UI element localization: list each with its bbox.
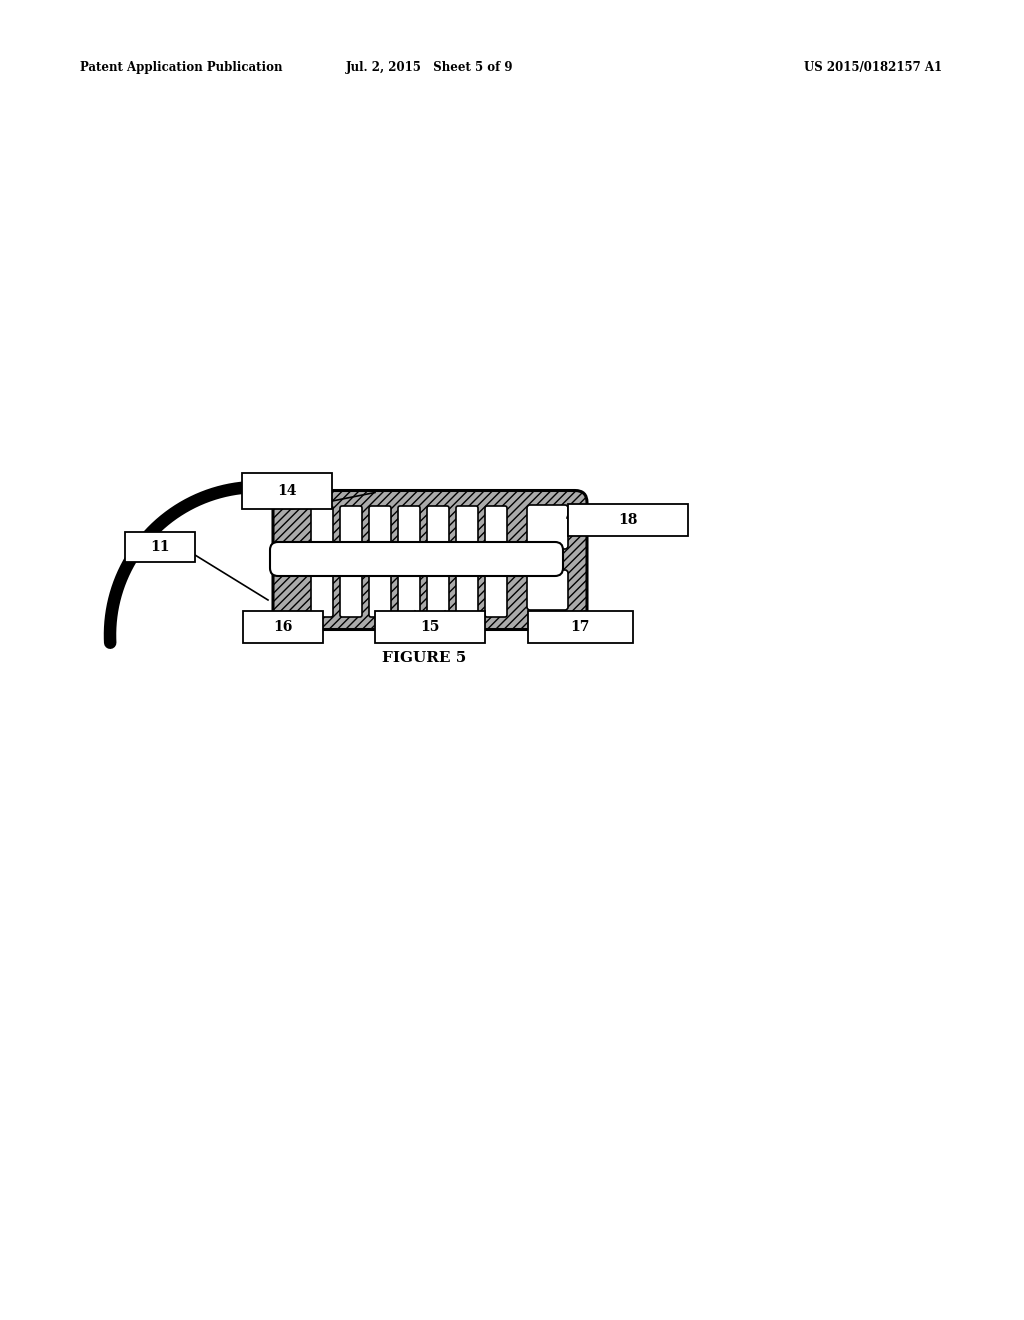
Text: 14: 14 <box>278 484 297 498</box>
FancyBboxPatch shape <box>568 504 688 536</box>
FancyBboxPatch shape <box>311 506 333 554</box>
Text: Jul. 2, 2015   Sheet 5 of 9: Jul. 2, 2015 Sheet 5 of 9 <box>346 62 514 74</box>
Text: 17: 17 <box>570 620 590 634</box>
FancyBboxPatch shape <box>340 573 362 616</box>
FancyBboxPatch shape <box>369 506 391 554</box>
Text: FIGURE 5: FIGURE 5 <box>382 651 466 665</box>
FancyBboxPatch shape <box>125 532 195 562</box>
FancyBboxPatch shape <box>340 506 362 554</box>
FancyBboxPatch shape <box>456 573 478 616</box>
FancyBboxPatch shape <box>527 570 568 610</box>
FancyBboxPatch shape <box>398 573 420 616</box>
FancyBboxPatch shape <box>485 506 507 554</box>
Text: 18: 18 <box>618 513 638 527</box>
FancyBboxPatch shape <box>375 611 485 643</box>
FancyBboxPatch shape <box>427 506 449 554</box>
FancyBboxPatch shape <box>485 573 507 616</box>
FancyBboxPatch shape <box>270 543 563 576</box>
FancyBboxPatch shape <box>456 506 478 554</box>
Text: Patent Application Publication: Patent Application Publication <box>80 62 283 74</box>
FancyBboxPatch shape <box>369 573 391 616</box>
FancyBboxPatch shape <box>273 491 587 630</box>
Text: 11: 11 <box>151 540 170 554</box>
FancyBboxPatch shape <box>527 611 633 643</box>
FancyBboxPatch shape <box>427 573 449 616</box>
Text: 16: 16 <box>273 620 293 634</box>
Text: US 2015/0182157 A1: US 2015/0182157 A1 <box>804 62 942 74</box>
FancyBboxPatch shape <box>242 473 332 510</box>
FancyBboxPatch shape <box>527 506 568 549</box>
Text: 15: 15 <box>420 620 439 634</box>
FancyBboxPatch shape <box>398 506 420 554</box>
FancyBboxPatch shape <box>311 573 333 616</box>
FancyBboxPatch shape <box>243 611 323 643</box>
